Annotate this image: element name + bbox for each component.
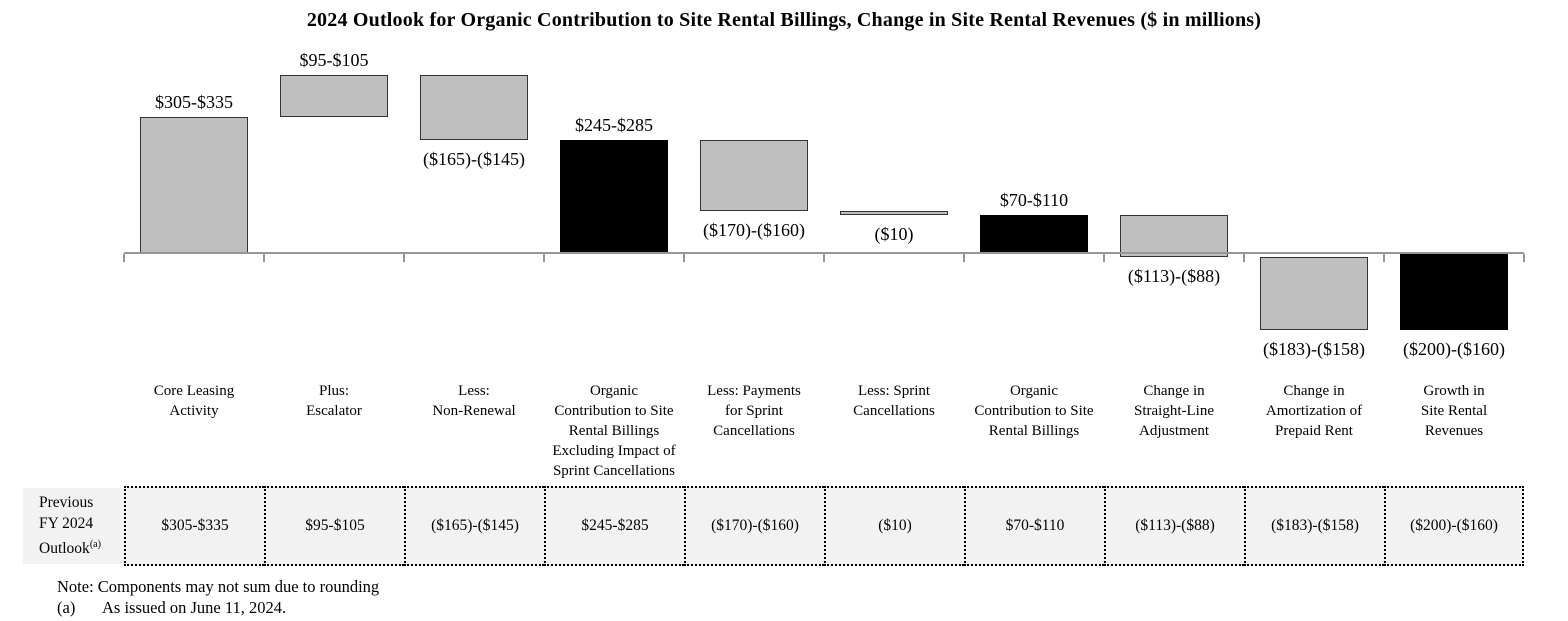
- table-cell: ($10): [824, 486, 964, 566]
- category-label: Less: Payments for Sprint Cancellations: [707, 383, 801, 439]
- bar-value-label: ($183)-($158): [1263, 338, 1365, 359]
- axis-tick: [403, 254, 405, 262]
- bar-value-label: ($165)-($145): [423, 149, 525, 170]
- category-label: Organic Contribution to Site Rental Bill…: [974, 383, 1094, 439]
- axis-tick: [823, 254, 825, 262]
- category-label: Growth in Site Rental Revenues: [1420, 383, 1488, 439]
- category-label: Plus: Escalator: [306, 383, 362, 419]
- waterfall-bar: [700, 140, 808, 211]
- axis-tick: [963, 254, 965, 262]
- waterfall-bar: [420, 74, 528, 141]
- table-cell: ($165)-($145): [404, 486, 544, 566]
- waterfall-bar: [1120, 214, 1228, 258]
- row-header-footnote-sup: (a): [89, 539, 101, 551]
- category-label: Change in Amortization of Prepaid Rent: [1265, 383, 1363, 439]
- category-label: Change in Straight-Line Adjustment: [1134, 383, 1214, 439]
- bar-value-label: ($170)-($160): [703, 219, 805, 240]
- axis-tick: [1383, 254, 1385, 262]
- chart-title: 2024 Outlook for Organic Contribution to…: [306, 9, 1262, 31]
- table-cell: ($170)-($160): [684, 486, 824, 566]
- waterfall-bar: [980, 214, 1088, 253]
- table-cell: ($183)-($158): [1244, 486, 1384, 566]
- previous-outlook-table: Previous FY 2024 Outlook(a) $305-$335 $95…: [0, 486, 1568, 568]
- table-cell: $95-$105: [264, 486, 404, 566]
- table-cell: $305-$335: [124, 486, 264, 566]
- axis-tick: [1523, 254, 1525, 262]
- table-cell: ($200)-($160): [1384, 486, 1524, 566]
- table-row-header-text: Previous FY 2024 Outlook(a): [23, 492, 101, 559]
- axis-tick: [1103, 254, 1105, 262]
- category-label: Organic Contribution to Site Rental Bill…: [552, 383, 676, 479]
- axis-tick: [1243, 254, 1245, 262]
- category-label: Less: Sprint Cancellations: [853, 383, 935, 419]
- waterfall-bar: [280, 74, 388, 117]
- footnote-marker: (a): [57, 598, 76, 617]
- waterfall-bar: [1260, 257, 1368, 330]
- bar-value-label: $305-$335: [155, 92, 233, 112]
- footnotes: Note: Components may not sum due to roun…: [57, 576, 379, 618]
- table-cell: ($113)-($88): [1104, 486, 1244, 566]
- table-row-header: Previous FY 2024 Outlook(a): [23, 488, 124, 564]
- footnote-a: (a) As issued on June 11, 2024.: [57, 597, 379, 618]
- waterfall-bar: [1400, 253, 1508, 330]
- category-label: Less: Non-Renewal: [432, 383, 516, 419]
- axis-tick: [543, 254, 545, 262]
- axis-tick: [683, 254, 685, 262]
- bar-value-label: $95-$105: [299, 49, 369, 70]
- x-axis-line: [124, 251, 1524, 254]
- row-header-lines: Previous FY 2024 Outlook: [39, 494, 94, 558]
- bar-value-label: $245-$285: [575, 115, 653, 136]
- bar-value-label: ($10): [874, 223, 914, 244]
- waterfall-bar: [140, 117, 248, 253]
- bar-value-label: ($200)-($160): [1403, 338, 1505, 359]
- bar-value-label: $70-$110: [999, 189, 1069, 210]
- bar-value-label: ($113)-($88): [1127, 266, 1221, 287]
- waterfall-bar: [560, 140, 668, 253]
- waterfall-bar: [840, 210, 948, 215]
- category-label: Core Leasing Activity: [153, 383, 235, 419]
- axis-tick: [263, 254, 265, 262]
- axis-tick: [123, 254, 125, 262]
- footnote-text: As issued on June 11, 2024.: [102, 598, 287, 617]
- rounding-note: Note: Components may not sum due to roun…: [57, 577, 380, 596]
- table-cell: $245-$285: [544, 486, 684, 566]
- table-cell: $70-$110: [964, 486, 1104, 566]
- plot-area: $305-$335 Core Leasing Activity $95-$105 Pl…: [123, 49, 1525, 479]
